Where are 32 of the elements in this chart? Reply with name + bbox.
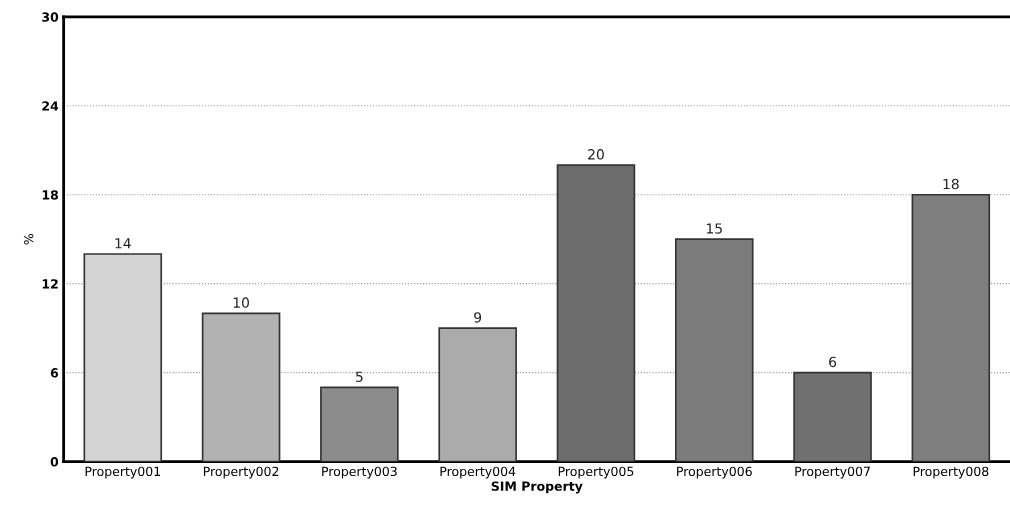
x-axis-title: SIM Property [491, 481, 583, 494]
data-label: 10 [233, 297, 249, 308]
y-tick-label: 18 [42, 190, 58, 200]
data-label: 5 [356, 371, 363, 382]
bar [911, 193, 991, 462]
y-tick-label: 12 [42, 279, 58, 289]
data-label: 9 [474, 312, 482, 323]
y-tick-label: 6 [50, 368, 59, 378]
x-tick-label: Property006 [677, 466, 752, 479]
bar [320, 386, 399, 462]
data-label: 20 [588, 149, 604, 160]
x-tick-label: Property007 [795, 466, 870, 479]
x-tick-label: Property001 [85, 466, 160, 479]
x-tick-label: Property002 [203, 466, 279, 479]
x-tick-label: Property003 [322, 466, 397, 479]
data-label: 18 [943, 178, 959, 190]
data-label: 6 [829, 356, 837, 368]
y-axis-title: % [23, 233, 34, 245]
bar [793, 371, 872, 462]
bar [438, 327, 517, 462]
y-tick-label: 0 [50, 457, 59, 467]
bar [556, 164, 636, 462]
bar [201, 312, 281, 462]
y-tick-label: 24 [42, 101, 59, 111]
x-tick-label: Property005 [558, 466, 634, 479]
bar [83, 253, 163, 462]
data-label: 14 [115, 238, 131, 249]
data-label: 15 [706, 223, 722, 234]
x-tick-label: Property008 [913, 466, 989, 479]
y-tick-label: 30 [42, 12, 59, 22]
bar [674, 238, 754, 462]
x-tick-label: Property004 [440, 466, 516, 479]
